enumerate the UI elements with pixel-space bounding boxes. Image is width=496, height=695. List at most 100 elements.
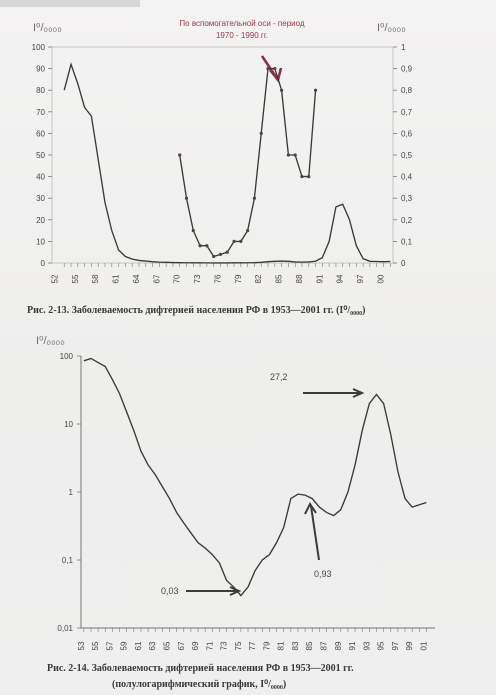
- chart-1-right-tick-label: 0,2: [401, 216, 413, 225]
- chart-1-x-tick-label: 67: [152, 274, 161, 283]
- chart-1-x-tick-label: 97: [356, 274, 365, 283]
- chart-2-x-tick-label: 59: [120, 641, 129, 650]
- chart-1-x-tick-label: 73: [193, 274, 202, 283]
- chart-1-right-point: [286, 153, 290, 157]
- chart-1-x-tick-label: 79: [234, 274, 243, 283]
- chart-2-series-line: [83, 357, 427, 597]
- chart-2-x-tick-label: 81: [277, 641, 286, 650]
- annotation-272-arrow-head: [352, 388, 365, 398]
- chart-2-y-tick-label: 0,01: [57, 624, 73, 633]
- annotation-093: 0,93: [314, 569, 332, 579]
- annotation-003: 0,03: [161, 586, 179, 596]
- chart-1-x-tick-label: 85: [275, 274, 284, 283]
- chart-1-right-point: [191, 229, 195, 233]
- chart-1-right-point: [293, 153, 297, 157]
- chart-2-x-tick-label: 89: [334, 641, 343, 650]
- chart-2-x-tick-label: 77: [248, 641, 257, 650]
- chart-1-left-tick-label: 80: [36, 86, 45, 95]
- chart-1-right-point: [273, 67, 277, 71]
- chart-2-x-tick-label: 91: [348, 641, 357, 650]
- chart-1-right-tick-label: 1: [401, 43, 406, 52]
- chart-2-x-tick-label: 69: [191, 641, 200, 650]
- chart-2-caption-line-1: Рис. 2-14. Заболеваемость дифтерией насе…: [47, 663, 354, 674]
- chart-2-x-tick-label: 71: [205, 641, 214, 650]
- chart-1-right-tick-label: 0,3: [401, 194, 413, 203]
- chart-2-y-ticks: 100 10 1 0,1 0,01: [57, 352, 81, 633]
- chart-1-right-ticks: 0 0,1 0,2 0,3 0,4 0,5 0,6 0,7 0,8 0,9 1: [393, 43, 413, 268]
- chart-1-right-tick-label: 0,4: [401, 173, 413, 182]
- chart-1-left-tick-label: 10: [36, 237, 45, 246]
- chart-1-right-point: [239, 239, 243, 243]
- chart-1-right-tick-label: 0: [401, 259, 406, 268]
- chart-1-series-right-points: [178, 67, 318, 259]
- chart-2-x-tick-label: 65: [163, 641, 172, 650]
- chart-1-x-ticks: 52 55 58 61 64 67 70 73 76 79 82 85 88 91 94 97 00: [50, 263, 391, 283]
- chart-2-x-tick-label: 01: [419, 641, 428, 650]
- chart-2-x-tick-label: 55: [91, 641, 100, 650]
- chart-1-left-tick-label: 40: [36, 173, 45, 182]
- chart-1-right-tick-label: 0,6: [401, 129, 413, 138]
- chart-1-left-tick-label: 90: [36, 65, 45, 74]
- chart-1-x-tick-label: 91: [315, 274, 324, 283]
- annotation-272: 27,2: [270, 372, 288, 382]
- chart-1-right-point: [246, 229, 250, 233]
- chart-1-x-tick-label: 82: [254, 274, 263, 283]
- chart-1-right-point: [279, 88, 284, 92]
- chart-2-x-tick-label: 99: [405, 641, 414, 650]
- chart-1-right-point: [307, 175, 311, 179]
- chart-1-left-ticks: 0 10 20 30 40 50 60 70 80 90 100: [32, 43, 52, 268]
- chart-1-x-tick-label: 94: [336, 274, 345, 283]
- chart-2-caption-line-2: (полулогарифмический график, I⁰/₀₀₀₀): [112, 679, 286, 690]
- chart-1-right-point: [184, 196, 189, 200]
- chart-1-right-point: [259, 131, 263, 135]
- annotation-093-arrow-head: [304, 502, 317, 515]
- chart-1-annotation-line-1: По вспомогательной оси - период: [179, 19, 304, 28]
- chart-1-series-right-line: [179, 67, 317, 258]
- chart-2-x-tick-label: 67: [177, 641, 186, 650]
- chart-1-right-point: [225, 250, 229, 254]
- chart-1-x-tick-label: 58: [91, 274, 100, 283]
- chart-2-x-tick-label: 83: [291, 641, 300, 650]
- chart-1-right-point: [266, 67, 270, 71]
- chart-2-y-tick-label: 10: [64, 420, 73, 429]
- chart-2-x-tick-label: 73: [220, 641, 229, 650]
- chart-1-right-tick-label: 0,9: [401, 65, 413, 74]
- chart-1-left-tick-label: 70: [36, 108, 45, 117]
- chart-1-right-point: [198, 244, 202, 248]
- chart-2-y-tick-label: 1: [69, 488, 74, 497]
- chart-2-x-ticks: 53 55 57 59 61 63 65 67 69 71 73 75 77 79 81 83 85 87 89 91…: [77, 628, 428, 650]
- chart-1-x-tick-label: 76: [213, 274, 222, 283]
- chart-1-left-tick-label: 20: [36, 216, 45, 225]
- chart-1-frame: [51, 46, 394, 264]
- chart-1-left-tick-label: 0: [41, 259, 46, 268]
- chart-1-right-tick-label: 0,8: [401, 86, 413, 95]
- chart-1-left-tick-label: 50: [36, 151, 45, 160]
- chart-2-y-tick-label: 0,1: [62, 556, 74, 565]
- chart-1-right-tick-label: 0,1: [401, 237, 413, 246]
- chart-2-x-tick-label: 85: [305, 641, 314, 650]
- chart-2-x-tick-label: 61: [134, 641, 143, 650]
- annotation-003-arrow-head: [229, 586, 242, 596]
- chart-1-left-tick-label: 100: [32, 43, 46, 52]
- chart-2-x-tick-label: 93: [362, 641, 371, 650]
- chart-1-right-tick-label: 0,7: [401, 108, 413, 117]
- chart-1-annotation-line-2: 1970 - 1990 гг.: [216, 31, 268, 40]
- chart-1-right-tick-label: 0,5: [401, 151, 413, 160]
- chart-1-left-tick-label: 30: [36, 194, 45, 203]
- chart-1-left-tick-label: 60: [36, 129, 45, 138]
- chart-1-right-point: [313, 88, 318, 92]
- chart-2-x-tick-label: 95: [377, 641, 386, 650]
- chart-2-x-tick-label: 63: [148, 641, 157, 650]
- annotation-093-arrow: [310, 505, 320, 561]
- chart-1-right-point: [232, 239, 236, 243]
- chart-1-x-tick-label: 88: [295, 274, 304, 283]
- chart-1-right-point: [205, 244, 209, 248]
- chart-1-x-tick-label: 00: [376, 274, 385, 283]
- chart-1-right-point: [252, 196, 257, 200]
- chart-2-x-tick-label: 57: [105, 641, 114, 650]
- chart-2-x-tick-label: 97: [391, 641, 400, 650]
